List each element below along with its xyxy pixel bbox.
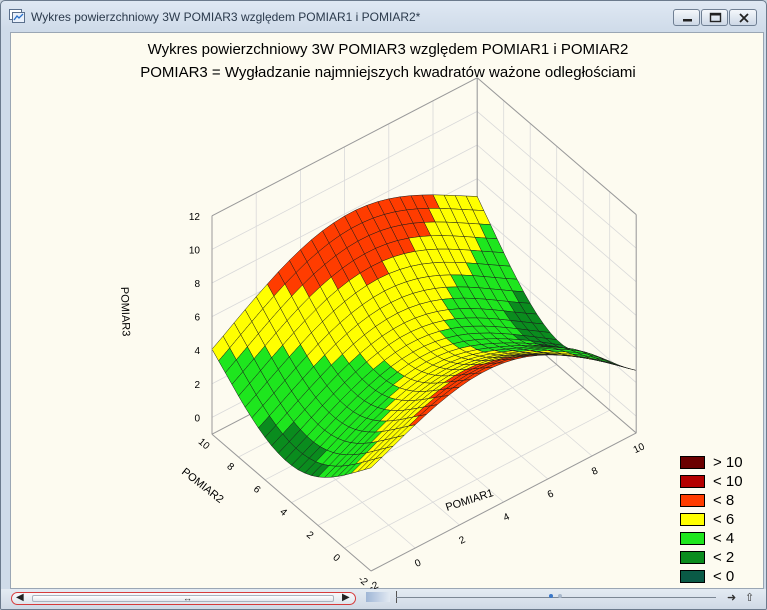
legend-item: > 10 [680,454,760,473]
zoom-slider-icon[interactable]: ➜ [727,592,737,604]
color-scale-control[interactable] [366,592,390,602]
x-tick-label: 4 [502,511,512,524]
chart-area[interactable]: Wykres powierzchniowy 3W POMIAR3 względe… [10,32,764,590]
z-tick-label: 8 [194,279,200,290]
minimize-icon [683,19,692,22]
frame-edge [370,432,637,572]
legend-swatch [680,456,705,469]
minimize-button[interactable] [673,9,700,26]
x-tick-label: -2 [368,580,381,590]
maximize-icon [709,12,722,23]
y-tick-label: 10 [196,436,212,452]
chart-title: Wykres powierzchniowy 3W POMIAR3 względe… [147,41,629,58]
zoom-slider-track[interactable] [396,597,716,598]
legend-swatch [680,513,705,526]
expand-icon[interactable]: ⇧ [745,592,755,604]
title-bar[interactable]: Wykres powierzchniowy 3W POMIAR3 względe… [1,1,766,31]
x-tick-label: 6 [546,488,556,501]
y-tick-label: 8 [224,461,236,473]
x-tick-label: 10 [632,441,647,456]
x-tick-label: 8 [590,465,600,478]
y-tick-label: 2 [304,529,316,541]
scroll-thumb[interactable]: ↔ [32,593,334,603]
z-axis-label: POMIAR3 [118,287,132,337]
legend-item: < 10 [680,473,760,492]
legend-swatch [680,494,705,507]
z-tick-label: 6 [194,313,200,324]
legend-item: < 2 [680,549,760,568]
legend-swatch [680,475,705,488]
legend-label: > 10 [713,454,743,471]
legend-item: < 0 [680,568,760,587]
legend-label: < 4 [713,530,735,547]
x-tick-label: 2 [457,534,467,547]
zoom-slider-thumb[interactable] [549,594,553,598]
close-button[interactable] [729,9,757,26]
z-tick-label: 2 [194,380,200,391]
chart-subtitle: POMIAR3 = Wygładzanie najmniejszych kwad… [140,64,636,81]
z-tick-label: 12 [189,212,201,223]
scroll-right-icon[interactable]: ▶ [342,592,350,603]
legend-label: < 10 [713,473,743,490]
frame-edge [211,77,478,217]
x-axis-label: POMIAR1 [444,487,495,514]
maximize-button[interactable] [701,9,728,26]
legend-item: < 4 [680,530,760,549]
y-tick-label: 4 [277,507,289,519]
chart-document-icon [9,9,25,23]
legend-swatch [680,570,705,583]
frame-edge [211,433,372,572]
scroll-left-icon[interactable]: ◀ [16,592,24,603]
legend-label: < 8 [713,492,735,509]
surface-cell [364,456,383,470]
x-tick-label: 0 [413,557,423,570]
legend-label: < 2 [713,549,735,566]
plot-frame [211,214,637,572]
legend-label: < 6 [713,511,735,528]
surface-mesh [211,194,637,478]
frame-edge [476,77,637,215]
legend-item: < 8 [680,492,760,511]
z-tick-label: 0 [194,413,200,424]
floor-gridline [317,387,584,526]
legend-swatch [680,551,705,564]
y-tick-label: 0 [330,552,342,564]
grip-icon: ↔ [183,593,192,603]
legend-label: < 0 [713,568,735,585]
floor-gridline [291,364,557,503]
legend-swatch [680,532,705,545]
zoom-slider-marker [558,594,562,598]
z-tick-label: 10 [189,245,201,256]
floor-gridline [344,409,610,549]
y-axis-label: POMIAR2 [179,466,225,506]
window-title: Wykres powierzchniowy 3W POMIAR3 względe… [31,10,421,24]
z-tick-label: 4 [194,346,200,357]
horizontal-scrollbar[interactable]: ◀ ↔ ▶ [11,592,356,605]
legend-item: < 6 [680,511,760,530]
status-bar: ◀ ↔ ▶ ➜ ⇧ [1,589,766,609]
close-icon [739,13,749,23]
y-tick-label: 6 [251,484,263,496]
